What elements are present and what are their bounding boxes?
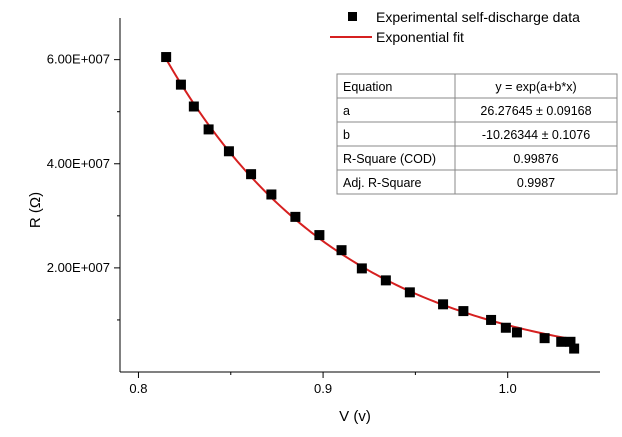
data-point [438, 299, 449, 310]
fit-results-table: Equation y = exp(a+b*x) a 26.27645 ± 0.0… [336, 73, 618, 195]
data-point [203, 124, 214, 135]
legend-entry-scatter: Experimental self-discharge data [376, 9, 580, 25]
y-tick-label: 2.00E+007 [47, 260, 110, 275]
data-point [500, 322, 511, 333]
data-points [161, 52, 580, 354]
legend-marker-scatter [348, 12, 357, 21]
data-point [188, 101, 199, 112]
data-point [175, 79, 186, 90]
fit-table-header-label: Equation [343, 80, 392, 94]
ticks: 0.8 0.9 1.0 2.00E+007 4.00E+007 6.00E+007 [47, 52, 517, 396]
legend-entry-fit: Exponential fit [376, 29, 464, 45]
data-point [161, 52, 172, 63]
data-point [336, 245, 347, 256]
legend: Experimental self-discharge data Exponen… [330, 9, 580, 45]
data-point [266, 189, 277, 200]
fit-table-row-b-label: b [343, 128, 350, 142]
data-point [246, 169, 257, 180]
fit-table-row-r2-value: 0.99876 [513, 152, 558, 166]
data-point [404, 287, 415, 298]
data-point [511, 327, 522, 338]
y-tick-label: 4.00E+007 [47, 156, 110, 171]
fit-table-row-adjr2-value: 0.9987 [517, 176, 555, 190]
x-tick-label: 0.9 [314, 381, 332, 396]
fit-table-header-value: y = exp(a+b*x) [495, 80, 576, 94]
data-point [458, 306, 469, 317]
data-point [380, 275, 391, 286]
fit-table-row-b-value: -10.26344 ± 0.1076 [482, 128, 590, 142]
x-tick-label: 1.0 [499, 381, 517, 396]
data-point [356, 263, 367, 274]
data-point [565, 336, 576, 347]
x-axis-title: V (v) [339, 408, 371, 425]
data-point [314, 230, 325, 241]
y-axis-title: R (Ω) [27, 192, 44, 228]
data-point [569, 343, 580, 354]
y-tick-label: 6.00E+007 [47, 52, 110, 67]
axes [119, 18, 600, 373]
data-point [539, 333, 550, 344]
fit-table-row-a-label: a [343, 104, 350, 118]
data-point [556, 336, 567, 347]
fit-table-row-r2-label: R-Square (COD) [343, 152, 436, 166]
fit-table-row-adjr2-label: Adj. R-Square [343, 176, 422, 190]
fit-table-row-a-value: 26.27645 ± 0.09168 [480, 104, 591, 118]
data-point [486, 314, 497, 325]
data-point [290, 211, 301, 222]
data-point [223, 146, 234, 157]
x-tick-label: 0.8 [129, 381, 147, 396]
